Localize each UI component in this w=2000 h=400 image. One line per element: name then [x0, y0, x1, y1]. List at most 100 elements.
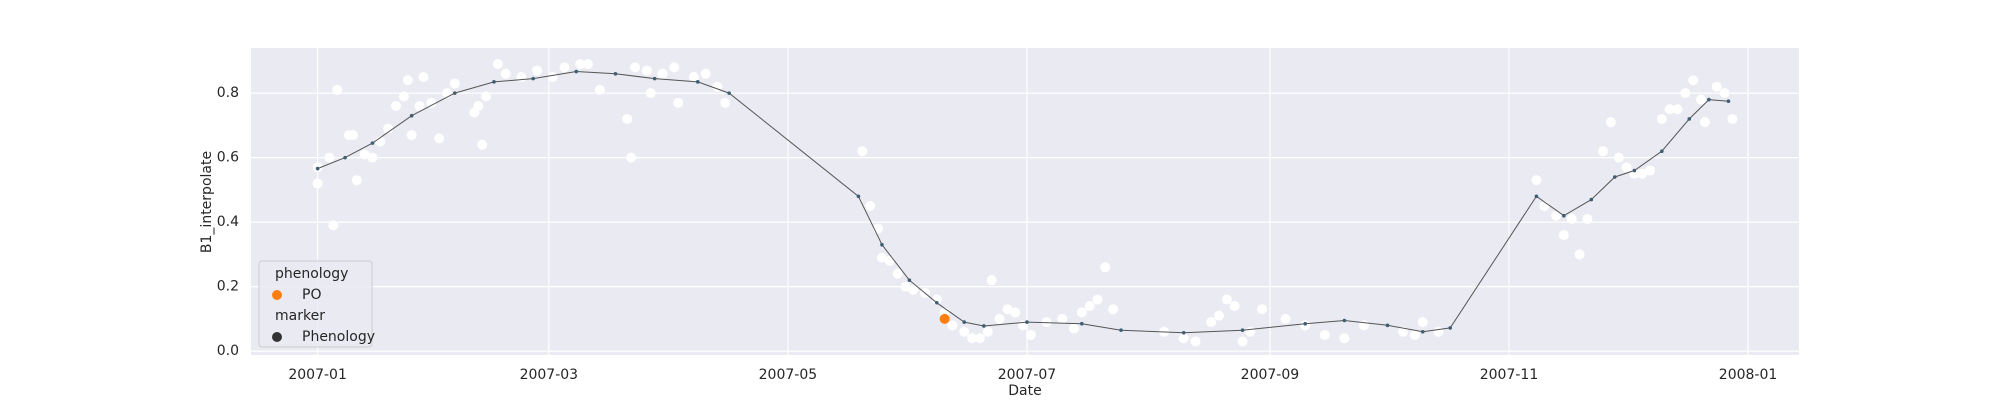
point — [418, 72, 429, 83]
point — [1551, 210, 1562, 221]
point — [974, 333, 985, 344]
point — [1206, 317, 1217, 328]
line-marker — [856, 194, 861, 199]
point — [312, 178, 323, 189]
line-marker — [907, 278, 912, 282]
point — [1574, 249, 1585, 260]
legend-marker — [272, 290, 282, 300]
point — [939, 313, 950, 324]
point — [492, 59, 503, 70]
line-marker — [1589, 197, 1594, 202]
point — [500, 68, 511, 79]
line-marker — [880, 242, 884, 247]
point — [1213, 310, 1224, 321]
point — [645, 88, 656, 99]
point — [398, 91, 409, 102]
plot-area — [251, 48, 1799, 355]
point — [657, 68, 668, 79]
line-marker — [1385, 323, 1390, 328]
point — [532, 65, 543, 76]
point — [994, 313, 1005, 324]
line-marker — [343, 155, 347, 160]
point — [481, 91, 492, 102]
legend-marker — [272, 332, 282, 342]
y-tick-label: 0.0 — [217, 343, 239, 359]
y-tick-label: 0.4 — [217, 214, 239, 230]
point — [473, 101, 484, 112]
point — [884, 255, 895, 266]
line-marker — [1119, 328, 1123, 332]
point — [1621, 162, 1632, 173]
x-tick-label: 2007-05 — [759, 367, 818, 383]
point — [1637, 168, 1648, 179]
x-tick-label: 2007-09 — [1241, 367, 1300, 383]
point — [414, 101, 425, 112]
point — [641, 65, 652, 76]
line-marker — [695, 80, 700, 84]
line-marker — [1562, 213, 1566, 218]
point — [1417, 317, 1428, 328]
point — [1664, 104, 1675, 115]
point — [1257, 304, 1268, 315]
point — [720, 97, 731, 108]
line-marker — [727, 91, 731, 95]
point — [1680, 88, 1691, 99]
point — [1672, 104, 1683, 115]
point — [332, 84, 343, 95]
point — [857, 146, 868, 157]
legend-box — [258, 260, 373, 348]
x-axis-label: Date — [1008, 383, 1041, 399]
point — [1539, 201, 1550, 212]
point — [594, 84, 605, 95]
point — [516, 72, 527, 83]
point — [622, 113, 633, 124]
point — [367, 152, 378, 163]
y-tick-label: 0.2 — [217, 279, 239, 295]
point — [575, 59, 586, 70]
point — [865, 201, 876, 212]
point — [1010, 307, 1021, 318]
point — [1178, 333, 1189, 344]
point — [669, 62, 680, 73]
point — [391, 101, 402, 112]
point — [359, 149, 370, 160]
x-tick-label: 2007-11 — [1480, 367, 1539, 383]
line-marker — [1726, 99, 1731, 104]
line-marker — [1342, 318, 1347, 323]
point — [547, 72, 558, 83]
x-tick-label: 2007-03 — [520, 367, 579, 383]
line-marker — [962, 320, 967, 324]
point — [426, 97, 437, 108]
point — [673, 97, 684, 108]
point — [630, 62, 641, 73]
point — [351, 175, 362, 186]
point — [1229, 300, 1240, 311]
point — [931, 294, 942, 305]
point — [583, 59, 594, 70]
line-marker — [574, 69, 579, 74]
legend-title: marker — [275, 308, 325, 324]
line-marker — [613, 71, 618, 76]
line-marker — [452, 91, 457, 95]
point — [1696, 94, 1707, 105]
point — [1613, 152, 1624, 163]
point — [1409, 330, 1420, 341]
point — [1280, 313, 1291, 324]
point — [559, 62, 570, 73]
point — [328, 220, 339, 231]
line-marker — [315, 166, 320, 171]
point — [1719, 88, 1730, 99]
point — [1076, 307, 1087, 318]
point — [1068, 323, 1079, 334]
point — [1092, 294, 1103, 305]
point — [434, 133, 445, 144]
point — [967, 333, 978, 344]
line-marker — [409, 113, 414, 118]
point — [1598, 146, 1609, 157]
data-layer — [312, 59, 1738, 347]
point — [1566, 213, 1577, 224]
point — [1398, 326, 1409, 337]
point — [441, 88, 452, 99]
y-tick-label: 0.6 — [217, 150, 239, 166]
